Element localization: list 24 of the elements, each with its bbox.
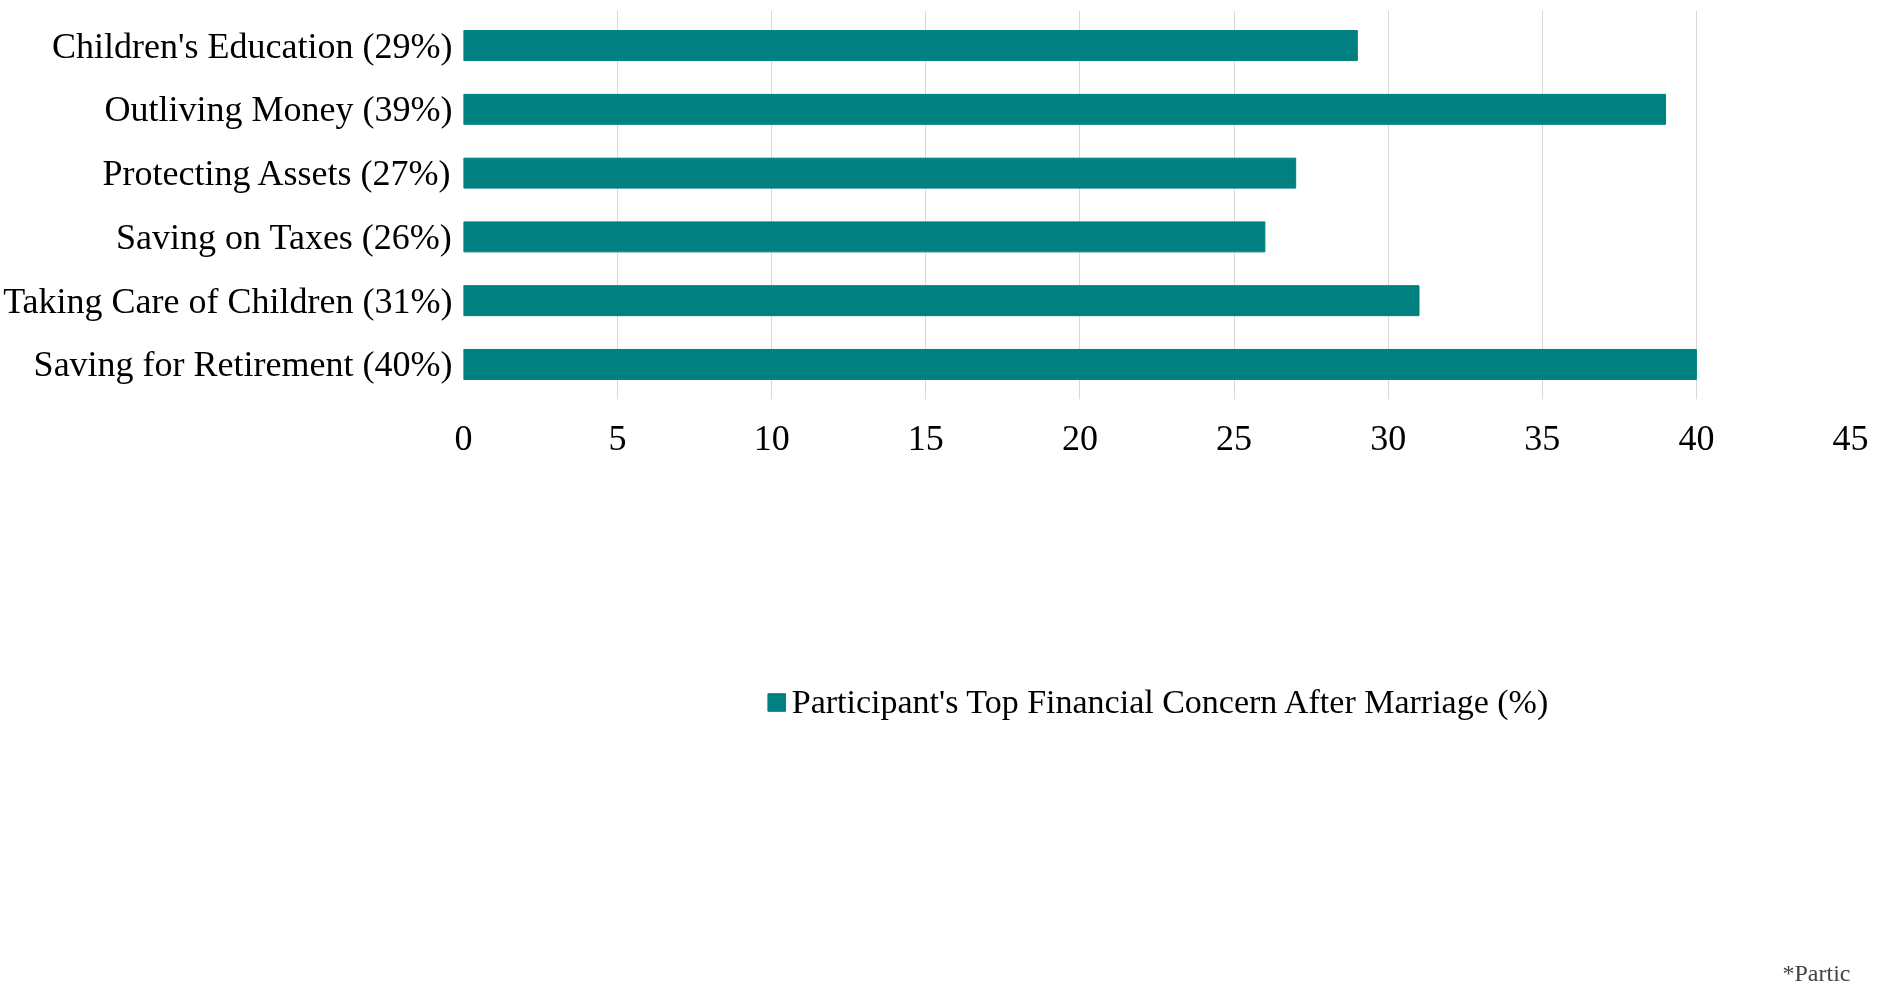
- x-tick-label: 10: [753, 417, 790, 458]
- x-tick-label: 30: [1370, 417, 1407, 458]
- bar: [463, 157, 1297, 189]
- y-tick-label: Saving on Taxes (26%): [116, 216, 452, 257]
- y-tick-label: Taking Care of Children (31%): [3, 280, 453, 321]
- x-tick-label: 0: [454, 417, 473, 458]
- x-tick-label: 25: [1216, 417, 1253, 458]
- x-tick-label: 5: [608, 417, 627, 458]
- bar: [463, 348, 1697, 380]
- bar: [463, 30, 1358, 62]
- x-tick-label: 20: [1061, 417, 1098, 458]
- y-tick-label: Saving for Retirement (40%): [33, 344, 453, 385]
- bar: [463, 221, 1266, 253]
- text: *Partic: [1782, 959, 1851, 986]
- legend-label: Participant's Top Financial Concern After Marriage (%): [791, 683, 1549, 721]
- x-tick-label: 45: [1832, 417, 1869, 458]
- x-tick-label: 15: [907, 417, 944, 458]
- y-tick-label: Outliving Money (39%): [104, 89, 453, 130]
- bar: [463, 93, 1667, 125]
- bar: [463, 285, 1420, 317]
- x-tick-label: 35: [1524, 417, 1561, 458]
- y-tick-label: Children's Education (29%): [52, 25, 453, 66]
- y-tick-label: Protecting Assets (27%): [102, 153, 451, 194]
- x-tick-label: 40: [1678, 417, 1715, 458]
